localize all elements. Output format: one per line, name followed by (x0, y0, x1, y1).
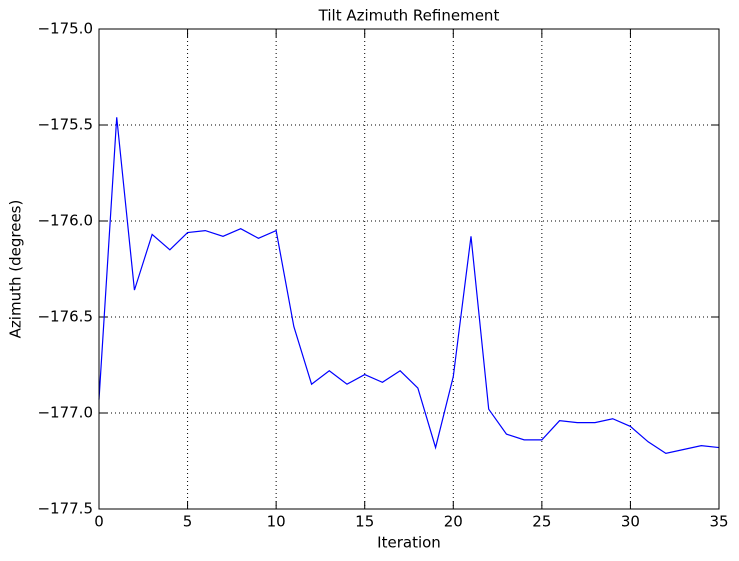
x-tick-label: 25 (532, 513, 551, 531)
x-tick-label: 5 (183, 513, 193, 531)
y-tick-label: −176.5 (37, 308, 93, 326)
y-axis-label: Azimuth (degrees) (7, 200, 25, 339)
y-tick-label: −175.5 (37, 116, 93, 134)
x-tick-label: 30 (621, 513, 640, 531)
y-tick-label: −177.0 (37, 404, 93, 422)
x-tick-label: 15 (355, 513, 374, 531)
x-tick-label: 0 (94, 513, 104, 531)
plot-frame (98, 28, 720, 510)
chart-title: Tilt Azimuth Refinement (318, 7, 500, 25)
x-tick-label: 10 (267, 513, 286, 531)
data-line (98, 117, 720, 454)
y-tick-label: −177.5 (37, 500, 93, 518)
y-tick-label: −176.0 (37, 212, 93, 230)
y-tick-label: −175.0 (37, 20, 93, 38)
x-tick-label: 35 (709, 513, 728, 531)
x-axis-label: Iteration (377, 534, 441, 552)
x-tick-label: 20 (444, 513, 463, 531)
